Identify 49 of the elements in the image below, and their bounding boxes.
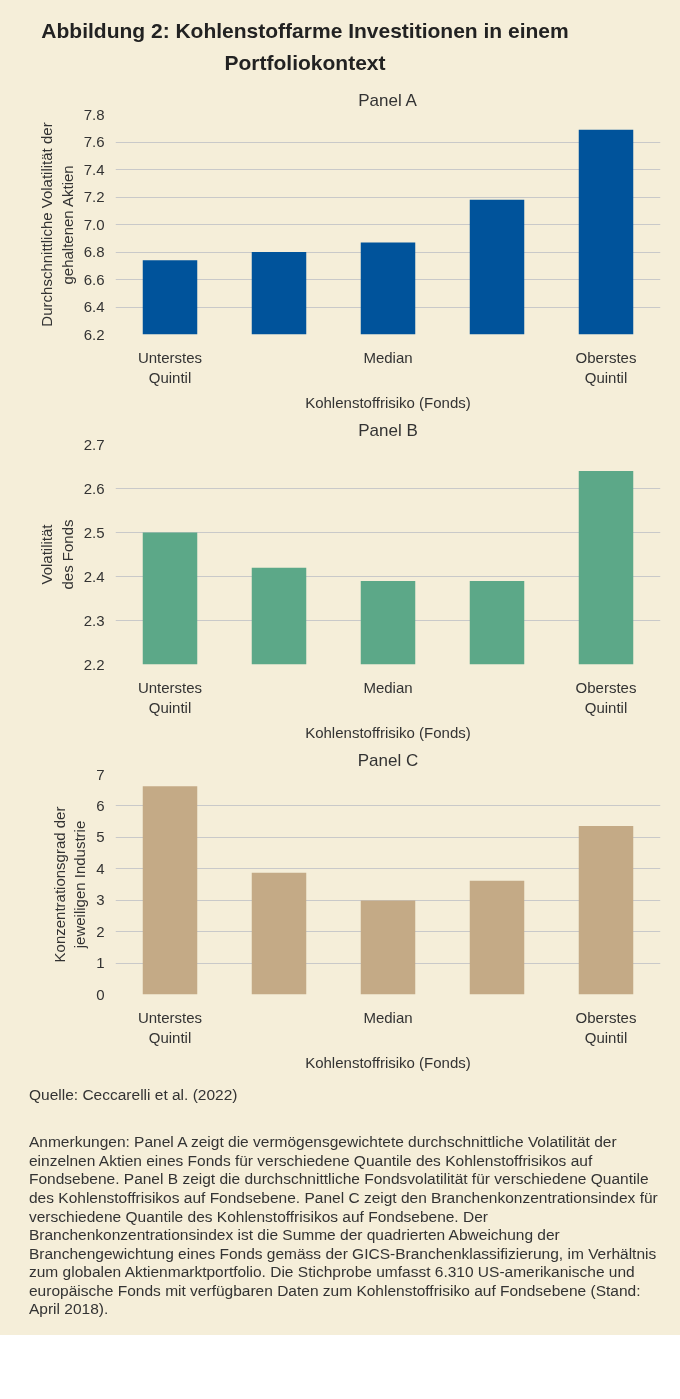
- y-tick-label: 0: [96, 985, 105, 1003]
- x-tick-label: Median: [363, 1008, 413, 1026]
- text: Anmerkungen: Panel A zeigt die vermögensgewichtete durchschnittliche Volatilität der einzelnen Aktien eines Fonds für verschiedene Quantile des Kohlenstoffrisikos auf Fondsebene. Panel B zeigt die durchschnittliche Fondsvolatilität für verschiedene Quantile des Kohlenstoffrisikos auf Fondsebene. Panel C zeigt den Branchenkonzentrationsindex für verschiedene Quantile des Kohlenstoffrisikos auf Fondsebene. Der Branchenkonzentrationsindex ist die Summe der quadrierten Abweichung der Branchengewichtung eines Fonds gemäss der GICS-Branchenklassifizierung, im Verhältnis zum globalen Aktienmarktportfolio. Die Stichprobe umfasst 6.310 US-amerikanische und europäische Fonds mit verfügbaren Daten zum Kohlenstoffrisiko auf Fondsebene (Stand: April 2018).: [29, 1133, 658, 1318]
- x-tick-label: Median: [363, 348, 413, 366]
- y-tick-label: 6.8: [83, 243, 105, 260]
- y-tick-label: 7.6: [83, 133, 105, 150]
- y-tick-label: 6.2: [83, 325, 105, 343]
- bar: [251, 872, 307, 995]
- x-tick-label: Oberstes Quintil: [575, 678, 637, 716]
- y-tick-label: 5: [96, 828, 105, 846]
- bar: [142, 786, 198, 995]
- x-tick-label: Unterstes Quintil: [137, 678, 203, 716]
- y-tick-label: 1: [96, 954, 105, 972]
- y-tick-label: 2.6: [83, 479, 105, 497]
- chart-subtitle: Panel B: [358, 420, 418, 440]
- chart-subtitle: Panel C: [357, 750, 419, 770]
- x-tick-label: Oberstes Quintil: [575, 348, 637, 386]
- y-tick-label: 7: [96, 765, 105, 783]
- x-axis-title: Kohlenstoffrisiko (Fonds): [305, 723, 471, 741]
- y-tick-label: 7.4: [83, 160, 105, 178]
- y-tick-label: 2.2: [83, 655, 105, 673]
- y-tick-label: 6: [96, 796, 105, 814]
- y-tick-label: 7.0: [83, 215, 105, 233]
- y-tick-label: 2.7: [83, 435, 105, 453]
- y-axis-title: Konzentrationsgrad der jeweiligen Industrie: [50, 806, 89, 963]
- y-tick-label: 2: [96, 922, 105, 940]
- bar: [469, 880, 525, 995]
- x-tick-label: Median: [363, 678, 413, 696]
- chart-title: Abbildung 2: Kohlenstoffarme Investitionen in einem Portfoliokontext: [40, 18, 570, 76]
- source-note: Quelle: Ceccarelli et al. (2022): [29, 1086, 239, 1105]
- bar: [360, 900, 416, 995]
- y-tick-label: 2.3: [83, 611, 105, 629]
- x-tick-label: Oberstes Quintil: [575, 1008, 637, 1046]
- y-tick-label: 2.4: [83, 567, 105, 585]
- x-tick-label: Unterstes Quintil: [137, 1008, 203, 1046]
- x-axis-title: Kohlenstoffrisiko (Fonds): [305, 393, 471, 411]
- y-tick-label: 4: [96, 859, 105, 877]
- chart-subtitle: Panel A: [358, 90, 418, 110]
- y-axis-title: Volatilität des Fonds: [38, 519, 76, 590]
- y-tick-label: 2.5: [83, 523, 105, 541]
- x-tick-label: Unterstes Quintil: [137, 348, 203, 386]
- bar: [578, 826, 634, 995]
- y-tick-label: 6.6: [83, 270, 105, 288]
- x-axis-title: Kohlenstoffrisiko (Fonds): [305, 1053, 471, 1071]
- y-tick-label: 7.2: [83, 188, 105, 205]
- y-tick-label: 7.8: [83, 105, 105, 123]
- y-axis-title: Durchschnittliche Volatilität der gehaltenen Aktien: [38, 122, 76, 327]
- y-tick-label: 6.4: [83, 298, 105, 315]
- y-tick-label: 3: [96, 891, 105, 909]
